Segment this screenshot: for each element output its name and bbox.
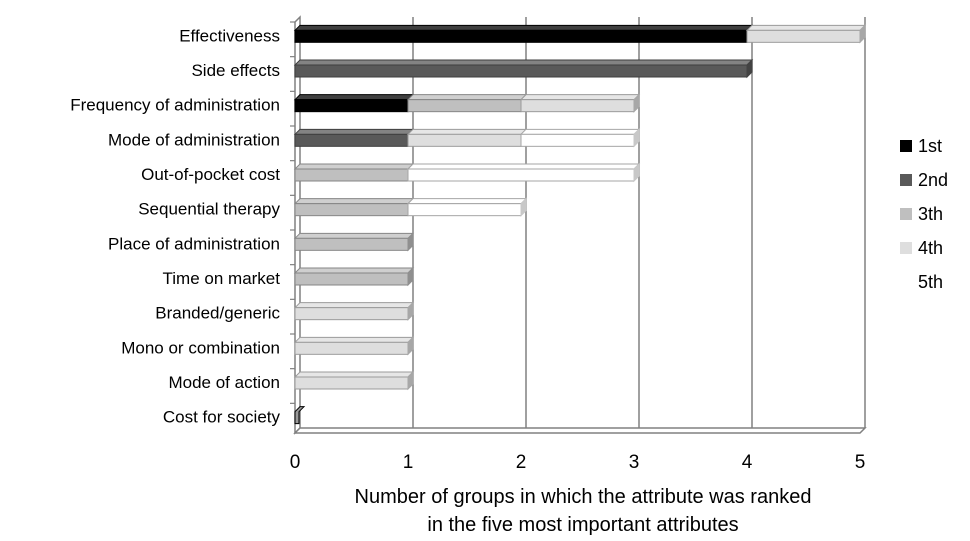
legend-label: 2nd: [918, 170, 948, 190]
bar-segment-top: [293, 371, 415, 378]
bar-segment-top: [293, 232, 415, 239]
bar-segment-3th: [294, 272, 409, 286]
x-axis-title-line2: in the five most important attributes: [427, 514, 738, 536]
bar-segment-2nd: [294, 133, 409, 147]
bar-segment-5th: [520, 133, 635, 147]
category-label: Branded/generic: [155, 304, 280, 323]
legend-label: 4th: [918, 238, 943, 258]
bar-end-face: [520, 197, 527, 217]
category-label: Side effects: [191, 61, 280, 80]
category-label: Cost for society: [163, 408, 281, 427]
bar-end-face: [407, 232, 414, 252]
category-label: Sequential therapy: [138, 200, 280, 219]
x-tick-label: 3: [629, 452, 640, 473]
legend-label: 3th: [918, 204, 943, 224]
bar-segment-3th: [294, 237, 409, 251]
bar-end-face: [633, 128, 640, 148]
bar-segment-top: [519, 128, 641, 135]
legend-swatch: [900, 140, 912, 152]
bar-segment-4th: [294, 307, 409, 321]
bar-segment-top: [293, 163, 415, 170]
category-label: Mode of action: [168, 373, 280, 392]
bar-segment-top: [293, 302, 415, 309]
bar-segment-top: [293, 198, 415, 205]
category-label: Time on market: [163, 269, 281, 288]
x-tick-label: 1: [403, 452, 414, 473]
bar-segment-3th: [294, 168, 409, 182]
bar-segment-top: [745, 24, 867, 31]
legend-label: 1st: [918, 136, 942, 156]
bar-segment-5th: [407, 203, 522, 217]
x-tick-label: 0: [290, 452, 301, 473]
bar-segment-4th: [294, 376, 409, 390]
floor: [293, 427, 867, 434]
bar-segment-top: [293, 336, 415, 343]
category-label: Effectiveness: [179, 26, 280, 45]
bar-segment-3th: [407, 99, 522, 113]
bar-segment-4th: [746, 29, 861, 43]
legend-label: 5th: [918, 272, 943, 292]
bar-end-face: [633, 162, 640, 183]
x-tick-labels: 0 1 2 3 4 5: [290, 452, 866, 473]
bars: [293, 24, 867, 425]
bar-segment-4th: [407, 133, 522, 147]
category-label: Out-of-pocket cost: [141, 165, 280, 184]
legend: 1st 2nd 3th 4th 5th: [900, 136, 948, 292]
bar-segment-top: [293, 59, 754, 66]
bar-segment-top: [293, 267, 415, 274]
bar-segment-top: [406, 128, 528, 135]
bar-segment-4th: [294, 341, 409, 355]
category-label: Frequency of administration: [70, 96, 280, 115]
bar-segment-4th: [520, 99, 635, 113]
bar-end-face: [407, 266, 414, 287]
bar-segment-top: [406, 163, 641, 170]
legend-swatch: [900, 208, 912, 220]
bar-end-face: [859, 24, 866, 44]
bar-segment-5th: [407, 168, 635, 182]
bar-segment-top: [406, 94, 528, 101]
bar-segment-top: [293, 24, 754, 31]
bar-end-face: [746, 58, 753, 79]
side-wall: [294, 15, 301, 435]
bar-segment-2nd: [294, 64, 748, 78]
x-tick-label: 2: [516, 452, 527, 473]
category-label: Mode of administration: [108, 130, 280, 149]
bar-segment-3th: [294, 203, 409, 217]
bar-segment-top: [406, 198, 528, 205]
bar-segment-1st: [294, 99, 409, 113]
bar-end-face: [633, 93, 640, 113]
bar-placeholder: [294, 406, 306, 425]
bar-end-face: [407, 370, 414, 391]
bar-segment-top: [519, 94, 641, 101]
x-axis-title-line1: Number of groups in which the attribute …: [355, 486, 812, 508]
bar-segment-1st: [294, 29, 748, 43]
legend-swatch: [900, 242, 912, 254]
bar-segment-top: [293, 94, 415, 101]
bar-end-face: [407, 336, 414, 356]
legend-swatch: [900, 174, 912, 186]
legend-swatch: [900, 276, 912, 288]
category-label: Mono or combination: [121, 338, 280, 357]
category-labels: Effectiveness Side effects Frequency of ad…: [70, 26, 280, 426]
x-tick-label: 5: [855, 452, 866, 473]
grid: [290, 15, 867, 435]
bar-end-face: [407, 301, 414, 321]
category-label: Place of administration: [108, 234, 280, 253]
x-tick-label: 4: [742, 452, 753, 473]
bar-segment-top: [293, 128, 415, 135]
